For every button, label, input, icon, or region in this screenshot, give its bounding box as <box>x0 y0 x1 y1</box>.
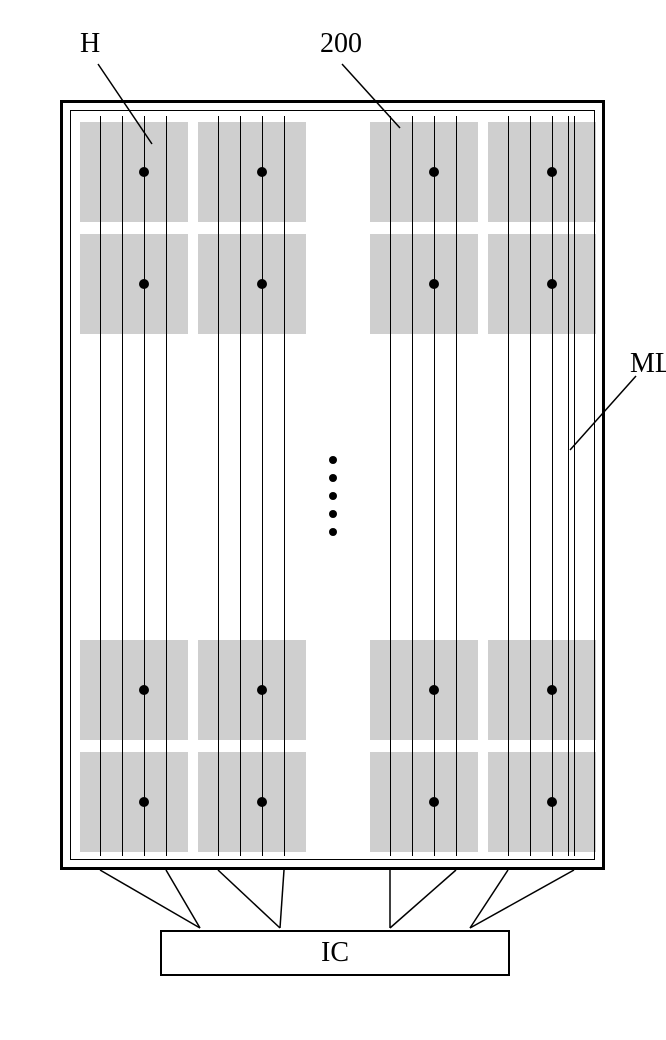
via-dot <box>547 279 557 289</box>
ellipsis-dot <box>329 474 337 482</box>
metal-line <box>240 116 241 856</box>
metal-line <box>530 116 531 856</box>
ellipsis-dot <box>329 528 337 536</box>
via-dot <box>139 167 149 177</box>
via-dot <box>257 167 267 177</box>
via-dot <box>257 685 267 695</box>
metal-line <box>144 116 145 856</box>
panel-inner-border <box>70 110 595 860</box>
label-h: H <box>80 28 100 60</box>
ic-box: IC <box>160 930 510 976</box>
ml-reference-line <box>568 116 569 856</box>
ellipsis-dot <box>329 492 337 500</box>
metal-line <box>456 116 457 856</box>
metal-line <box>574 116 575 856</box>
via-dot <box>429 685 439 695</box>
metal-line <box>262 116 263 856</box>
via-dot <box>547 167 557 177</box>
ellipsis-dot <box>329 456 337 464</box>
metal-line <box>100 116 101 856</box>
metal-line <box>166 116 167 856</box>
via-dot <box>139 797 149 807</box>
diagram-canvas: H 200 ML IC <box>20 20 666 1020</box>
via-dot <box>139 685 149 695</box>
metal-line <box>508 116 509 856</box>
via-dot <box>547 797 557 807</box>
via-dot <box>139 279 149 289</box>
via-dot <box>547 685 557 695</box>
metal-line <box>552 116 553 856</box>
metal-line <box>434 116 435 856</box>
metal-line <box>390 116 391 856</box>
label-ml: ML <box>630 348 666 380</box>
ic-label: IC <box>321 937 349 969</box>
metal-line <box>284 116 285 856</box>
metal-line <box>412 116 413 856</box>
via-dot <box>429 279 439 289</box>
metal-line <box>218 116 219 856</box>
via-dot <box>257 279 267 289</box>
ellipsis-dot <box>329 510 337 518</box>
via-dot <box>257 797 267 807</box>
label-200: 200 <box>320 28 362 60</box>
metal-line <box>122 116 123 856</box>
via-dot <box>429 167 439 177</box>
via-dot <box>429 797 439 807</box>
